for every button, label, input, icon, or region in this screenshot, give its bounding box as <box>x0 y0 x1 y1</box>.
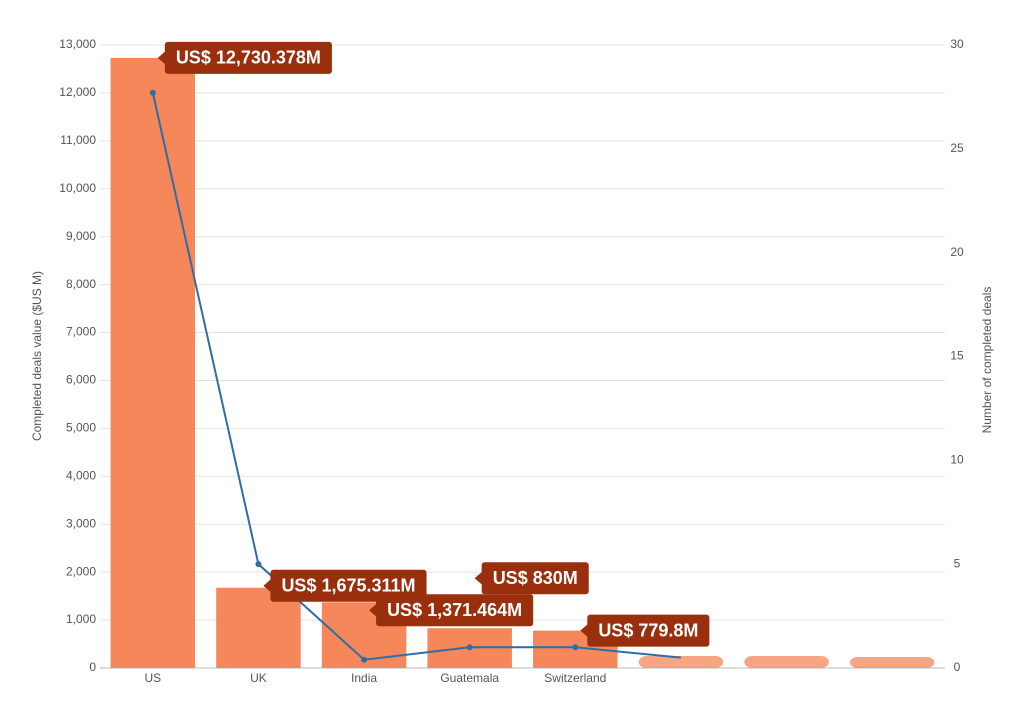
value-label-arrow <box>157 50 166 65</box>
value-label-box <box>376 594 534 627</box>
value-label-box <box>164 41 332 74</box>
y2-tick-label: 15 <box>950 349 964 363</box>
line-point <box>361 656 368 663</box>
line-point <box>149 89 156 96</box>
line-point <box>466 644 473 651</box>
y-tick-label: 9,000 <box>66 229 96 243</box>
value-label-arrow <box>263 578 272 593</box>
value-label: US$ 830M <box>493 568 578 588</box>
value-label-box <box>270 569 427 602</box>
y-tick-label: 7,000 <box>66 325 96 339</box>
y-tick-label: 13,000 <box>59 37 96 51</box>
x-tick-label: Switzerland <box>544 671 606 685</box>
y2-axis-title: Number of completed deals <box>980 287 994 434</box>
line-point <box>255 561 262 568</box>
y2-tick-label: 10 <box>950 453 964 467</box>
y-tick-label: 3,000 <box>66 516 96 530</box>
y-tick-label: 4,000 <box>66 468 96 482</box>
value-label: US$ 1,675.311M <box>281 575 415 595</box>
y-axis-title: Completed deals value ($US M) <box>30 271 44 441</box>
y-tick-label: 8,000 <box>66 277 96 291</box>
value-label-arrow <box>369 603 378 618</box>
y2-tick-label: 30 <box>950 37 964 51</box>
y-tick-label: 1,000 <box>66 612 96 626</box>
y-tick-label: 5,000 <box>66 421 96 435</box>
y-tick-label: 10,000 <box>59 181 96 195</box>
bar <box>849 656 935 668</box>
value-label-box <box>481 562 589 595</box>
bar <box>638 656 724 668</box>
bar <box>744 656 829 668</box>
value-label-arrow <box>474 571 483 586</box>
y-tick-label: 12,000 <box>59 85 96 99</box>
value-label-box <box>587 614 710 647</box>
x-tick-label: Guatemala <box>440 671 499 685</box>
y-tick-label: 2,000 <box>66 564 96 578</box>
value-label: US$ 1,371.464M <box>387 600 522 620</box>
x-tick-label: India <box>351 671 377 685</box>
y-tick-label: 6,000 <box>66 373 96 387</box>
y-tick-label: 11,000 <box>60 133 96 147</box>
y-tick-label: 0 <box>89 660 96 674</box>
value-label: US$ 779.8M <box>598 620 698 640</box>
x-tick-label: UK <box>250 671 267 685</box>
value-label: US$ 12,730.378M <box>176 48 321 68</box>
line-point <box>572 644 579 651</box>
line <box>151 92 682 661</box>
y2-tick-label: 20 <box>950 245 964 259</box>
x-tick-label: US <box>144 671 161 685</box>
y2-tick-label: 0 <box>954 660 961 674</box>
value-label-arrow <box>580 623 589 638</box>
y2-tick-label: 25 <box>950 141 964 155</box>
bar <box>110 57 196 668</box>
y2-tick-label: 5 <box>954 556 961 570</box>
